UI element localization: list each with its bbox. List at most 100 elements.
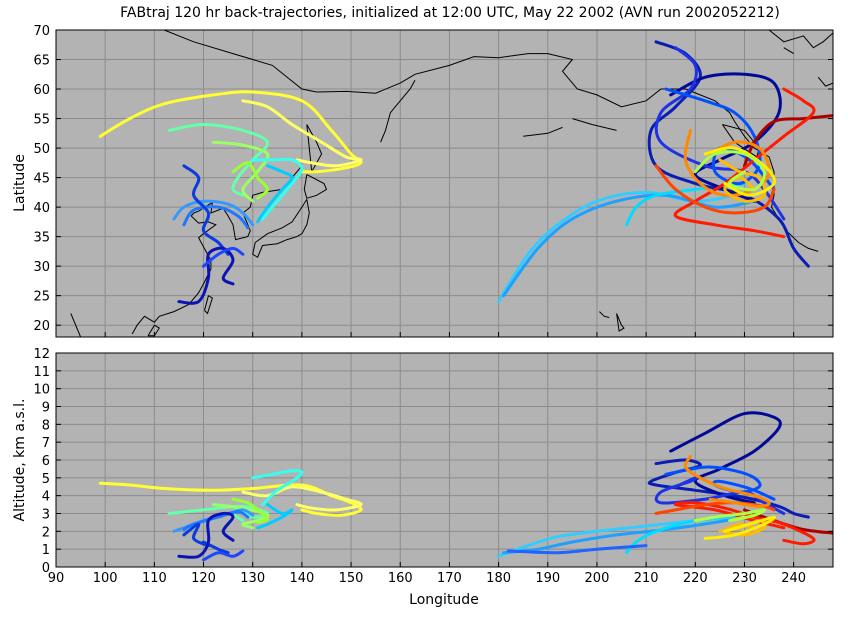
- alt-ytick-label-12: 12: [33, 347, 50, 362]
- altitude-trajectory-16: [669, 411, 782, 505]
- altitude-trajectory-3: [211, 503, 270, 530]
- map-plot-area: [56, 30, 833, 337]
- alt-ytick-label-9: 9: [42, 401, 50, 416]
- map-trajectory-4: [231, 161, 269, 200]
- xtick-label-14: 230: [732, 571, 757, 586]
- altitude-ylabel: Altitude, km a.s.l.: [12, 399, 28, 522]
- coastline-5: [131, 165, 303, 335]
- altitude-trajectory-13: [502, 513, 756, 555]
- xtick-label-10: 190: [535, 571, 560, 586]
- map-trajectory-1: [241, 99, 363, 168]
- alt-ytick-label-4: 4: [42, 490, 50, 505]
- coastline-15: [817, 76, 833, 87]
- xtick-label-6: 150: [339, 571, 364, 586]
- xtick-label-13: 220: [683, 571, 708, 586]
- altitude-trajectory-0: [98, 481, 363, 517]
- xtick-label-12: 210: [634, 571, 659, 586]
- map-ytick-label-1: 25: [33, 290, 50, 305]
- map-trajectory-13: [502, 193, 756, 298]
- altitude-trajectories: [98, 411, 833, 562]
- altitude-trajectory-10: [177, 511, 235, 559]
- map-trajectory-8: [182, 205, 250, 230]
- map-trajectory-9: [182, 164, 230, 256]
- map-trajectory-5: [251, 157, 304, 221]
- altitude-trajectory-25: [693, 508, 766, 523]
- altitude-trajectory-22: [683, 454, 771, 508]
- map-panel: 20 25 30 35 40 45 50 55 60 65 70 Latitude: [12, 24, 834, 338]
- map-ytick-label-8: 60: [33, 83, 50, 98]
- coastline-11: [523, 126, 563, 137]
- alt-ytick-label-6: 6: [42, 454, 50, 469]
- coastline-4: [252, 199, 310, 259]
- coastline-6: [204, 294, 213, 315]
- altitude-trajectory-26: [506, 544, 648, 555]
- map-frame: [55, 29, 834, 338]
- xtick-label-2: 110: [142, 571, 167, 586]
- alt-ytick-label-10: 10: [33, 383, 50, 398]
- coastline-0: [164, 30, 529, 94]
- altitude-trajectory-6: [256, 503, 294, 530]
- coastline-16: [783, 47, 794, 55]
- coastline-12: [616, 313, 625, 332]
- map-trajectory-19: [743, 114, 833, 168]
- xtick-label-0: 90: [48, 571, 65, 586]
- map-ytick-label-3: 35: [33, 231, 50, 246]
- chart-title: FABtraj 120 hr back-trajectories, initia…: [120, 5, 780, 21]
- map-trajectory-16: [669, 72, 782, 203]
- xtick-label-3: 120: [191, 571, 216, 586]
- xtick-label-4: 130: [240, 571, 265, 586]
- xtick-label-1: 100: [93, 571, 118, 586]
- xtick-label-8: 170: [437, 571, 462, 586]
- xtick-label-7: 160: [388, 571, 413, 586]
- altitude-trajectory-5: [251, 469, 304, 507]
- map-trajectory-0: [98, 90, 363, 174]
- longitude-ticks: 90 100 110 120 130 140 150 160 170 180 190 200 210 22…: [48, 332, 806, 586]
- map-trajectory-6: [256, 164, 294, 224]
- alt-ytick-label-0: 0: [42, 561, 50, 576]
- map-ytick-label-6: 50: [33, 142, 50, 157]
- alt-ytick-label-3: 3: [42, 508, 50, 523]
- alt-ytick-label-5: 5: [42, 472, 50, 487]
- longitude-xlabel: Longitude: [409, 592, 479, 608]
- alt-ytick-label-2: 2: [42, 525, 50, 540]
- coastline-7: [147, 324, 160, 337]
- map-trajectory-3: [211, 140, 270, 203]
- map-trajectories: [98, 40, 833, 305]
- map-ytick-label-2: 30: [33, 260, 50, 275]
- xtick-label-15: 240: [781, 571, 806, 586]
- altitude-trajectory-18: [664, 465, 776, 501]
- coastline-3: [303, 174, 328, 199]
- map-ytick-label-10: 70: [33, 24, 50, 39]
- altitude-trajectory-24: [703, 515, 777, 540]
- coastline-10: [572, 118, 617, 131]
- map-ytick-label-9: 65: [33, 54, 50, 69]
- coastline-17: [70, 313, 82, 337]
- map-trajectory-10: [177, 246, 235, 305]
- xtick-label-9: 180: [486, 571, 511, 586]
- map-trajectory-7: [172, 199, 255, 227]
- map-latitude-ticks: 20 25 30 35 40 45 50 55 60 65 70: [33, 24, 833, 334]
- xtick-label-5: 140: [289, 571, 314, 586]
- map-ytick-label-7: 55: [33, 113, 50, 128]
- altitude-trajectory-15: [647, 458, 810, 519]
- map-ytick-label-4: 40: [33, 201, 50, 216]
- alt-ytick-label-11: 11: [33, 365, 50, 380]
- altitude-trajectory-17: [654, 476, 786, 515]
- map-ytick-label-0: 20: [33, 319, 50, 334]
- coastline-14: [768, 30, 833, 49]
- map-trajectory-24: [703, 146, 777, 197]
- xtick-label-11: 200: [585, 571, 610, 586]
- alt-ytick-label-8: 8: [42, 418, 50, 433]
- altitude-trajectory-20: [673, 501, 816, 546]
- coastline-1: [380, 79, 416, 143]
- map-trajectory-17: [654, 46, 786, 221]
- map-trajectory-21: [654, 164, 776, 215]
- map-trajectory-25: [693, 150, 766, 192]
- coastlines: [70, 30, 833, 337]
- alt-ytick-label-1: 1: [42, 543, 50, 558]
- map-ytick-label-5: 45: [33, 172, 50, 187]
- map-ylabel: Latitude: [12, 154, 28, 212]
